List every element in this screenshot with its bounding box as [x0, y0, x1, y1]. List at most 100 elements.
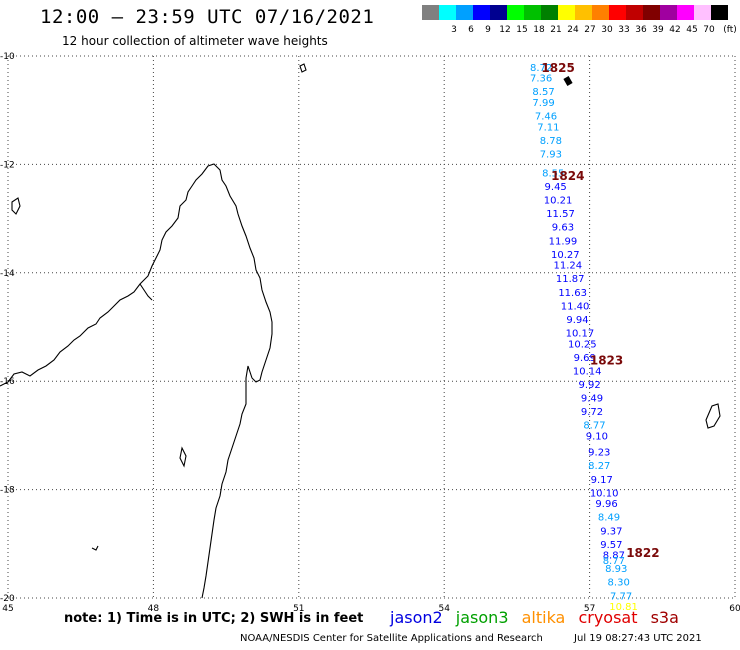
scale-swatch — [524, 5, 541, 20]
lon-tick-label: 60 — [729, 604, 740, 614]
scale-tick-label: 30 — [601, 25, 613, 35]
wave-height-value: 9.17 — [591, 475, 613, 486]
lon-tick-label: 48 — [148, 604, 160, 614]
wave-height-value: 8.77 — [583, 421, 605, 432]
wave-height-value: 10.17 — [566, 328, 595, 339]
scale-tick-label: 9 — [485, 25, 491, 35]
lon-tick-label: 45 — [2, 604, 13, 614]
scale-swatch — [660, 5, 677, 20]
orbit-pass-label: 1822 — [626, 546, 659, 560]
scale-swatch — [711, 5, 728, 20]
generated-timestamp: Jul 19 08:27:43 UTC 2021 — [574, 633, 702, 644]
scale-swatch — [490, 5, 507, 20]
wave-height-value: 9.69 — [574, 353, 596, 364]
wave-height-value: 8.77 — [603, 556, 625, 567]
satellite-position-marker — [563, 76, 573, 86]
wave-height-value: 8.93 — [605, 564, 627, 575]
lat-tick-label: -14 — [0, 269, 15, 279]
wave-height-value: 10.25 — [568, 339, 597, 350]
lon-tick-label: 51 — [293, 604, 304, 614]
wave-height-value: 8.30 — [608, 578, 630, 589]
scale-swatch — [439, 5, 456, 20]
wave-height-value: 11.24 — [553, 261, 582, 272]
wave-height-value: 7.99 — [532, 98, 554, 109]
scale-swatch — [592, 5, 609, 20]
scale-tick-label: 15 — [516, 25, 527, 35]
wave-height-value: 8.55 — [542, 169, 564, 180]
scale-tick-label: 27 — [584, 25, 595, 35]
wave-height-value: 8.78 — [540, 136, 562, 147]
scale-tick-label: 45 — [686, 25, 697, 35]
scale-tick-label: 70 — [703, 25, 715, 35]
orbit-pass-label: 1824 — [551, 169, 584, 183]
wave-height-value: 7.93 — [540, 150, 562, 161]
wave-height-value: 9.10 — [586, 431, 608, 442]
wave-height-value: 11.40 — [561, 301, 590, 312]
wave-height-value: 11.63 — [558, 288, 587, 299]
wave-height-value: 10.10 — [590, 488, 619, 499]
wave-height-value: 9.92 — [578, 380, 600, 391]
satellite-jason3: jason3 — [455, 608, 509, 627]
wave-height-value: 9.96 — [595, 499, 617, 510]
wave-height-value: 8.57 — [532, 87, 554, 98]
wave-height-value: 10.21 — [544, 196, 573, 207]
satellite-legend: jason2 jason3 altika cryosat s3a — [390, 608, 687, 627]
wave-height-value: 11.87 — [556, 274, 585, 285]
lat-tick-label: -20 — [0, 594, 15, 604]
wave-height-value: 11.99 — [549, 236, 578, 247]
scale-tick-label: 3 — [451, 25, 457, 35]
lon-tick-label: 54 — [438, 604, 450, 614]
scale-swatch — [626, 5, 643, 20]
wave-height-value: 8.49 — [598, 513, 620, 524]
credit-text: NOAA/NESDIS Center for Satellite Applica… — [240, 633, 543, 644]
scale-swatch — [609, 5, 626, 20]
scale-swatch — [558, 5, 575, 20]
lat-tick-label: -10 — [0, 52, 15, 62]
scale-unit-label: (ft) — [723, 25, 737, 35]
wave-height-value: 9.94 — [566, 315, 588, 326]
satellite-cryosat: cryosat — [578, 608, 638, 627]
altimeter-observations: 8.727.36 8.577.99 7.467.11 8.78 7.93 8.55 9.45… — [530, 63, 638, 613]
scale-swatch — [541, 5, 558, 20]
credit-footer: NOAA/NESDIS Center for Satellite Applica… — [240, 633, 702, 644]
scale-tick-label: 33 — [618, 25, 629, 35]
wave-height-value: 9.63 — [552, 223, 574, 234]
orbit-pass-label: 1825 — [541, 61, 574, 75]
satellite-s3a: s3a — [650, 608, 679, 627]
scale-swatch — [575, 5, 592, 20]
wave-height-value: 11.57 — [546, 209, 575, 220]
scale-swatch — [694, 5, 711, 20]
scale-swatch — [456, 5, 473, 20]
scale-tick-label: 39 — [652, 25, 664, 35]
scale-tick-label: 24 — [567, 25, 579, 35]
map-title: 12:00 – 23:59 UTC 07/16/2021 — [40, 6, 375, 28]
wave-height-value: 9.45 — [545, 182, 567, 193]
wave-height-value: 8.27 — [588, 461, 610, 472]
scale-swatch — [677, 5, 694, 20]
color-scale-legend: 3 6 9 12 15 18 21 24 27 30 33 36 39 42 45 70 (ft) — [422, 5, 737, 35]
lon-tick-label: 57 — [584, 604, 595, 614]
wave-height-value: 10.27 — [551, 250, 580, 261]
satellite-jason2: jason2 — [390, 608, 443, 627]
wave-height-value: 9.72 — [581, 407, 603, 418]
scale-swatch — [643, 5, 660, 20]
orbit-pass-label: 1823 — [590, 354, 623, 368]
lat-tick-label: -12 — [0, 160, 15, 170]
orbit-pass-labels: 1825 1824 1823 1822 — [541, 61, 659, 560]
wave-height-value: 8.72 — [530, 63, 552, 74]
scale-tick-label: 42 — [669, 25, 680, 35]
wave-height-value: 7.77 — [610, 591, 632, 602]
scale-swatch — [473, 5, 490, 20]
coastline-madagascar — [0, 63, 721, 599]
wave-height-value: 7.36 — [530, 74, 552, 85]
lat-lon-grid: 45 48 51 54 57 60-10-12-14-16-18-20 — [0, 52, 740, 614]
wave-height-value: 9.49 — [581, 393, 603, 404]
scale-tick-label: 12 — [499, 25, 510, 35]
map-subtitle: 12 hour collection of altimeter wave hei… — [62, 34, 328, 48]
footnote: note: 1) Time is in UTC; 2) SWH is in fe… — [64, 611, 364, 626]
wave-height-value: 9.37 — [600, 526, 622, 537]
scale-tick-label: 6 — [468, 25, 474, 35]
wave-height-value: 9.23 — [588, 448, 610, 459]
scale-tick-label: 36 — [635, 25, 647, 35]
